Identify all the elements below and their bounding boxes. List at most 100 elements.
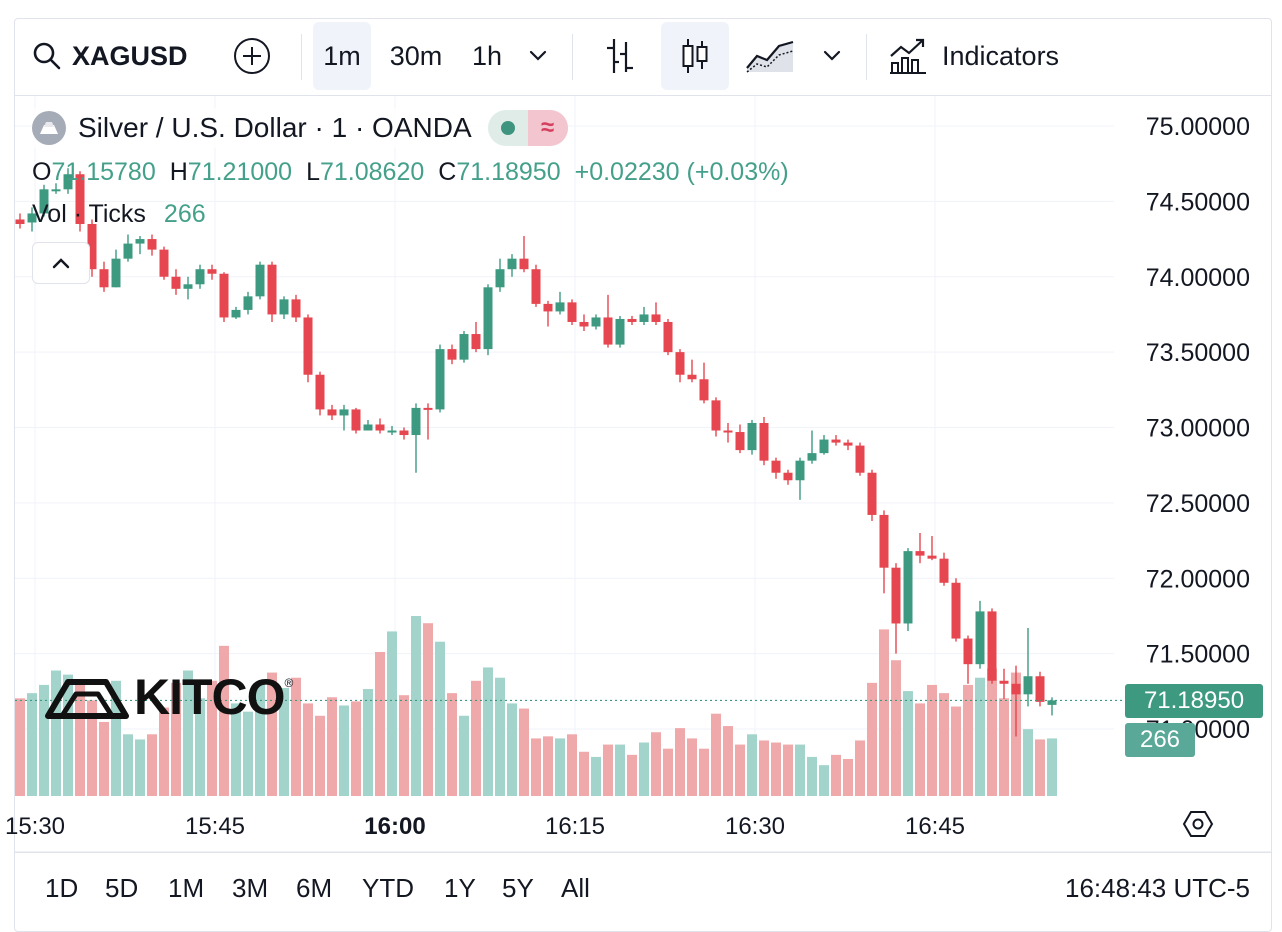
registered-mark: ® bbox=[284, 676, 294, 690]
candle-body bbox=[651, 314, 661, 322]
candle-body bbox=[615, 318, 625, 345]
volume-bar bbox=[711, 713, 721, 796]
volume-bar bbox=[183, 670, 193, 796]
volume-bar bbox=[1047, 738, 1057, 796]
candle-body bbox=[159, 249, 169, 277]
candle-body bbox=[699, 379, 709, 401]
collapse-legend-button[interactable] bbox=[32, 242, 90, 284]
volume-bar bbox=[75, 680, 85, 796]
range-1y-button[interactable]: 1Y bbox=[444, 873, 476, 903]
settings-hexagon-icon bbox=[1182, 811, 1214, 837]
candle-body bbox=[975, 611, 985, 665]
volume-bar bbox=[891, 660, 901, 796]
candle-body bbox=[939, 558, 949, 583]
volume-bar bbox=[555, 738, 565, 796]
candle-body bbox=[411, 407, 421, 436]
candle-body bbox=[111, 258, 121, 288]
volume-bar bbox=[39, 684, 49, 796]
candle-body bbox=[579, 321, 589, 327]
volume-bar bbox=[663, 748, 673, 796]
candle-body bbox=[15, 219, 25, 224]
kitco-logo-icon bbox=[45, 679, 129, 719]
volume-bar bbox=[927, 684, 937, 796]
volume-bar bbox=[111, 680, 121, 796]
bar-chart-type-button[interactable] bbox=[594, 22, 646, 90]
range-5y-button[interactable]: 5Y bbox=[502, 873, 534, 903]
interval-1h-button[interactable]: 1h bbox=[462, 22, 512, 90]
range-5d-button[interactable]: 5D bbox=[105, 873, 139, 903]
candle-body bbox=[711, 400, 721, 431]
volume-bar bbox=[639, 742, 649, 796]
indicators-button[interactable]: Indicators bbox=[888, 22, 1088, 90]
candle-body bbox=[267, 264, 277, 315]
candle-body bbox=[471, 334, 481, 350]
candle-body bbox=[855, 445, 865, 473]
kitco-wordmark: KITCO bbox=[134, 669, 286, 725]
last-volume-tag: 266 bbox=[1125, 723, 1195, 757]
compare-add-button[interactable] bbox=[224, 22, 280, 90]
range-6m-button[interactable]: 6M bbox=[296, 873, 333, 903]
high-label: H bbox=[169, 157, 188, 186]
volume-bar bbox=[447, 693, 457, 796]
interval-1m-label: 1m bbox=[323, 40, 361, 71]
candle-body bbox=[675, 352, 685, 375]
volume-bar bbox=[855, 740, 865, 796]
candle-body bbox=[759, 422, 769, 461]
candle-body bbox=[915, 551, 925, 556]
volume-bar bbox=[291, 677, 301, 796]
y-axis-tick-label: 72.00000 bbox=[1146, 565, 1250, 593]
interval-30m-button[interactable]: 30m bbox=[380, 22, 452, 90]
candle-body bbox=[183, 284, 193, 289]
volume-bar bbox=[675, 728, 685, 796]
chart-type-dropdown-button[interactable] bbox=[814, 22, 850, 90]
interval-dropdown-button[interactable] bbox=[520, 22, 556, 90]
interval-1m-button[interactable]: 1m bbox=[313, 22, 371, 90]
area-chart-type-button[interactable] bbox=[742, 22, 798, 90]
volume-bar bbox=[951, 706, 961, 796]
candle-body bbox=[687, 374, 697, 380]
chevron-up-icon bbox=[52, 258, 70, 269]
volume-bar bbox=[195, 698, 205, 796]
legend-title: Silver / U.S. Dollar · 1 · OANDA bbox=[78, 112, 472, 143]
volume-bar bbox=[483, 667, 493, 796]
candle-body bbox=[987, 611, 997, 681]
close-label: C bbox=[438, 157, 457, 186]
candles-chart-type-button[interactable] bbox=[661, 22, 729, 90]
chart-settings-button[interactable] bbox=[1182, 808, 1214, 845]
volume-bar bbox=[135, 739, 145, 796]
volume-bar bbox=[735, 744, 745, 796]
symbol-search-button[interactable]: XAGUSD bbox=[32, 22, 192, 90]
timezone-clock[interactable]: 16:48:43 UTC-5 bbox=[1065, 873, 1250, 903]
last-price-tag-label: 71.18950 bbox=[1143, 687, 1245, 714]
interval-30m-label: 30m bbox=[389, 40, 443, 71]
market-open-indicator bbox=[488, 110, 528, 146]
candle-body bbox=[147, 239, 157, 250]
volume-bar bbox=[15, 698, 25, 796]
price-chart[interactable]: 75.00000 74.50000 74.00000 73.50000 73.00000… bbox=[0, 0, 1282, 852]
candle-body bbox=[507, 258, 517, 270]
range-1m-button[interactable]: 1M bbox=[168, 873, 205, 903]
candle-body bbox=[63, 174, 73, 190]
candle-body bbox=[663, 321, 673, 353]
x-axis-tick-label: 16:00 bbox=[364, 813, 425, 840]
range-3m-button[interactable]: 3M bbox=[232, 873, 269, 903]
chevron-down-icon bbox=[823, 50, 841, 61]
change-value: +0.02230 (+0.03%) bbox=[574, 157, 789, 186]
range-1d-button[interactable]: 1D bbox=[45, 873, 79, 903]
volume-bar bbox=[975, 677, 985, 796]
candle-body bbox=[171, 276, 181, 289]
range-ytd-button[interactable]: YTD bbox=[362, 873, 414, 903]
candle-body bbox=[99, 269, 109, 288]
candle-body bbox=[927, 555, 937, 559]
candle-body bbox=[1035, 676, 1045, 702]
candle-body bbox=[891, 567, 901, 624]
market-status-pill[interactable]: ≈ bbox=[487, 110, 568, 146]
indicators-icon bbox=[890, 38, 926, 74]
candle-body bbox=[831, 439, 841, 443]
candle-body bbox=[459, 334, 469, 360]
volume-bar bbox=[219, 645, 229, 796]
range-all-button[interactable]: All bbox=[561, 873, 590, 903]
volume-bar bbox=[507, 703, 517, 796]
volume-bar bbox=[171, 682, 181, 796]
volume-bar bbox=[387, 631, 397, 796]
